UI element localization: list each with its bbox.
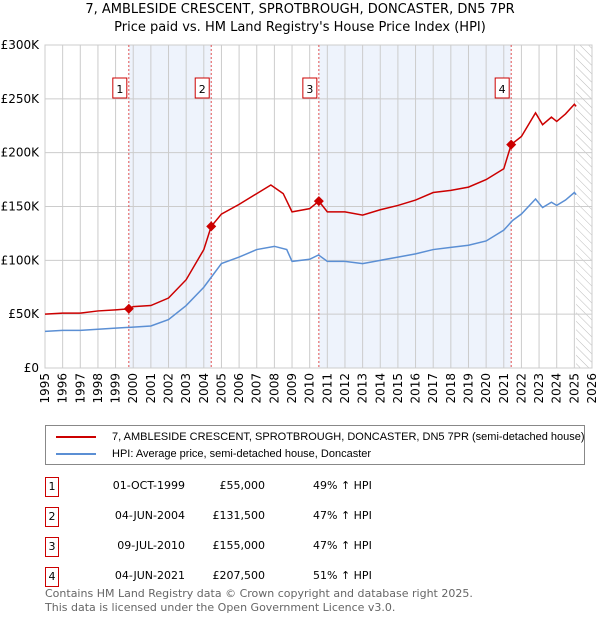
x-tick-label: 2022 — [514, 373, 528, 404]
sale-price: £55,000 — [219, 479, 266, 492]
x-tick-label: 1999 — [109, 373, 123, 404]
x-tick-label: 2016 — [409, 373, 423, 404]
sale-date: 01-OCT-1999 — [112, 479, 185, 492]
sale-price: £131,500 — [212, 509, 266, 522]
sale-badge — [112, 77, 128, 99]
x-tick-label: 2003 — [179, 373, 193, 404]
y-tick-label: £150K — [1, 200, 41, 214]
chart-subtitle: Price paid vs. HM Land Registry's House … — [114, 20, 486, 35]
sale-price: £155,000 — [212, 539, 266, 552]
legend: 7, AMBLESIDE CRESCENT, SPROTBROUGH, DONC… — [45, 425, 585, 465]
y-tick-label: £300K — [1, 38, 41, 52]
x-tick-label: 2004 — [197, 373, 211, 404]
series-line — [44, 103, 577, 315]
x-tick-label: 2008 — [267, 373, 281, 404]
x-tick-label: 2023 — [532, 373, 546, 404]
x-tick-label: 2001 — [144, 373, 158, 404]
legend-swatch — [56, 436, 96, 438]
sale-badge-label: 4 — [499, 83, 506, 96]
sale-point — [313, 196, 324, 207]
legend-item-hpi: HPI: Average price, semi-detached house,… — [56, 447, 371, 461]
sale-point — [506, 139, 517, 150]
legend-label: 7, AMBLESIDE CRESCENT, SPROTBROUGH, DONC… — [112, 431, 585, 443]
sale-row: 4 04-JUN-2021 £207,500 51% ↑ HPI — [45, 567, 495, 587]
sale-hpi-diff: 49% ↑ HPI — [313, 479, 372, 492]
x-tick-label: 2012 — [338, 373, 352, 404]
price-chart: 1995 1996 1997 1998 1999 2000 2001 2002 2003 2004… — [1, 38, 599, 404]
sale-date: 09-JUL-2010 — [117, 539, 185, 552]
legend-swatch — [56, 453, 96, 455]
sale-row: 3 09-JUL-2010 £155,000 47% ↑ HPI — [45, 537, 495, 557]
x-tick-label: 2021 — [497, 373, 511, 404]
y-tick-label: £250K — [1, 92, 41, 106]
sale-badge-label: 3 — [306, 83, 313, 96]
x-tick-label: 2011 — [320, 373, 334, 404]
x-tick-label: 2019 — [461, 373, 475, 404]
footer-licence: This data is licensed under the Open Gov… — [45, 601, 396, 614]
x-tick-label: 2015 — [391, 373, 405, 404]
x-tick-label: 2014 — [373, 373, 387, 404]
x-tick-label: 1997 — [73, 373, 87, 404]
sale-hpi-diff: 47% ↑ HPI — [313, 539, 372, 552]
x-tick-label: 2007 — [250, 373, 264, 404]
sale-marker-badge: 4 — [45, 567, 59, 587]
y-tick-label: £50K — [8, 307, 40, 321]
x-tick-label: 2024 — [550, 373, 564, 404]
x-tick-label: 2025 — [567, 373, 581, 404]
sale-hpi-diff: 51% ↑ HPI — [313, 569, 372, 582]
sale-price: £207,500 — [212, 569, 266, 582]
x-tick-label: 2017 — [426, 373, 440, 404]
sale-badge-label: 2 — [199, 83, 206, 96]
x-tick-label: 1998 — [91, 373, 105, 404]
sale-marker-badge: 2 — [45, 507, 59, 527]
series-line — [44, 191, 577, 333]
sale-row: 2 04-JUN-2004 £131,500 47% ↑ HPI — [45, 507, 495, 527]
x-tick-label: 2026 — [585, 373, 599, 404]
sale-marker-badge: 1 — [45, 477, 59, 497]
y-tick-label: £0 — [24, 361, 39, 375]
y-tick-label: £100K — [1, 253, 41, 267]
sale-badge — [194, 77, 210, 99]
sale-date: 04-JUN-2004 — [114, 509, 185, 522]
x-tick-label: 2020 — [479, 373, 493, 404]
sale-date: 04-JUN-2021 — [114, 569, 185, 582]
y-tick-label: £200K — [1, 146, 41, 160]
x-tick-label: 2018 — [444, 373, 458, 404]
x-tick-label: 2006 — [232, 373, 246, 404]
x-tick-label: 2009 — [285, 373, 299, 404]
sale-point — [123, 303, 134, 314]
legend-label: HPI: Average price, semi-detached house,… — [112, 448, 372, 460]
x-tick-label: 1996 — [56, 373, 70, 404]
x-tick-label: 1995 — [38, 373, 52, 404]
x-tick-label: 2010 — [303, 373, 317, 404]
sale-badge — [302, 77, 318, 99]
sale-row: 1 01-OCT-1999 £55,000 49% ↑ HPI — [45, 477, 495, 497]
sale-badge-label: 1 — [116, 83, 123, 96]
sale-marker-badge: 3 — [45, 537, 59, 557]
x-tick-label: 2013 — [356, 373, 370, 404]
sale-badge — [494, 77, 510, 99]
sale-hpi-diff: 47% ↑ HPI — [313, 509, 372, 522]
chart-title: 7, AMBLESIDE CRESCENT, SPROTBROUGH, DONC… — [85, 2, 515, 17]
footer-copyright: Contains HM Land Registry data © Crown c… — [45, 587, 473, 600]
x-tick-label: 2000 — [126, 373, 140, 404]
sale-point — [206, 221, 217, 232]
x-tick-label: 2002 — [162, 373, 176, 404]
x-tick-label: 2005 — [214, 373, 228, 404]
legend-item-property: 7, AMBLESIDE CRESCENT, SPROTBROUGH, DONC… — [56, 430, 585, 444]
